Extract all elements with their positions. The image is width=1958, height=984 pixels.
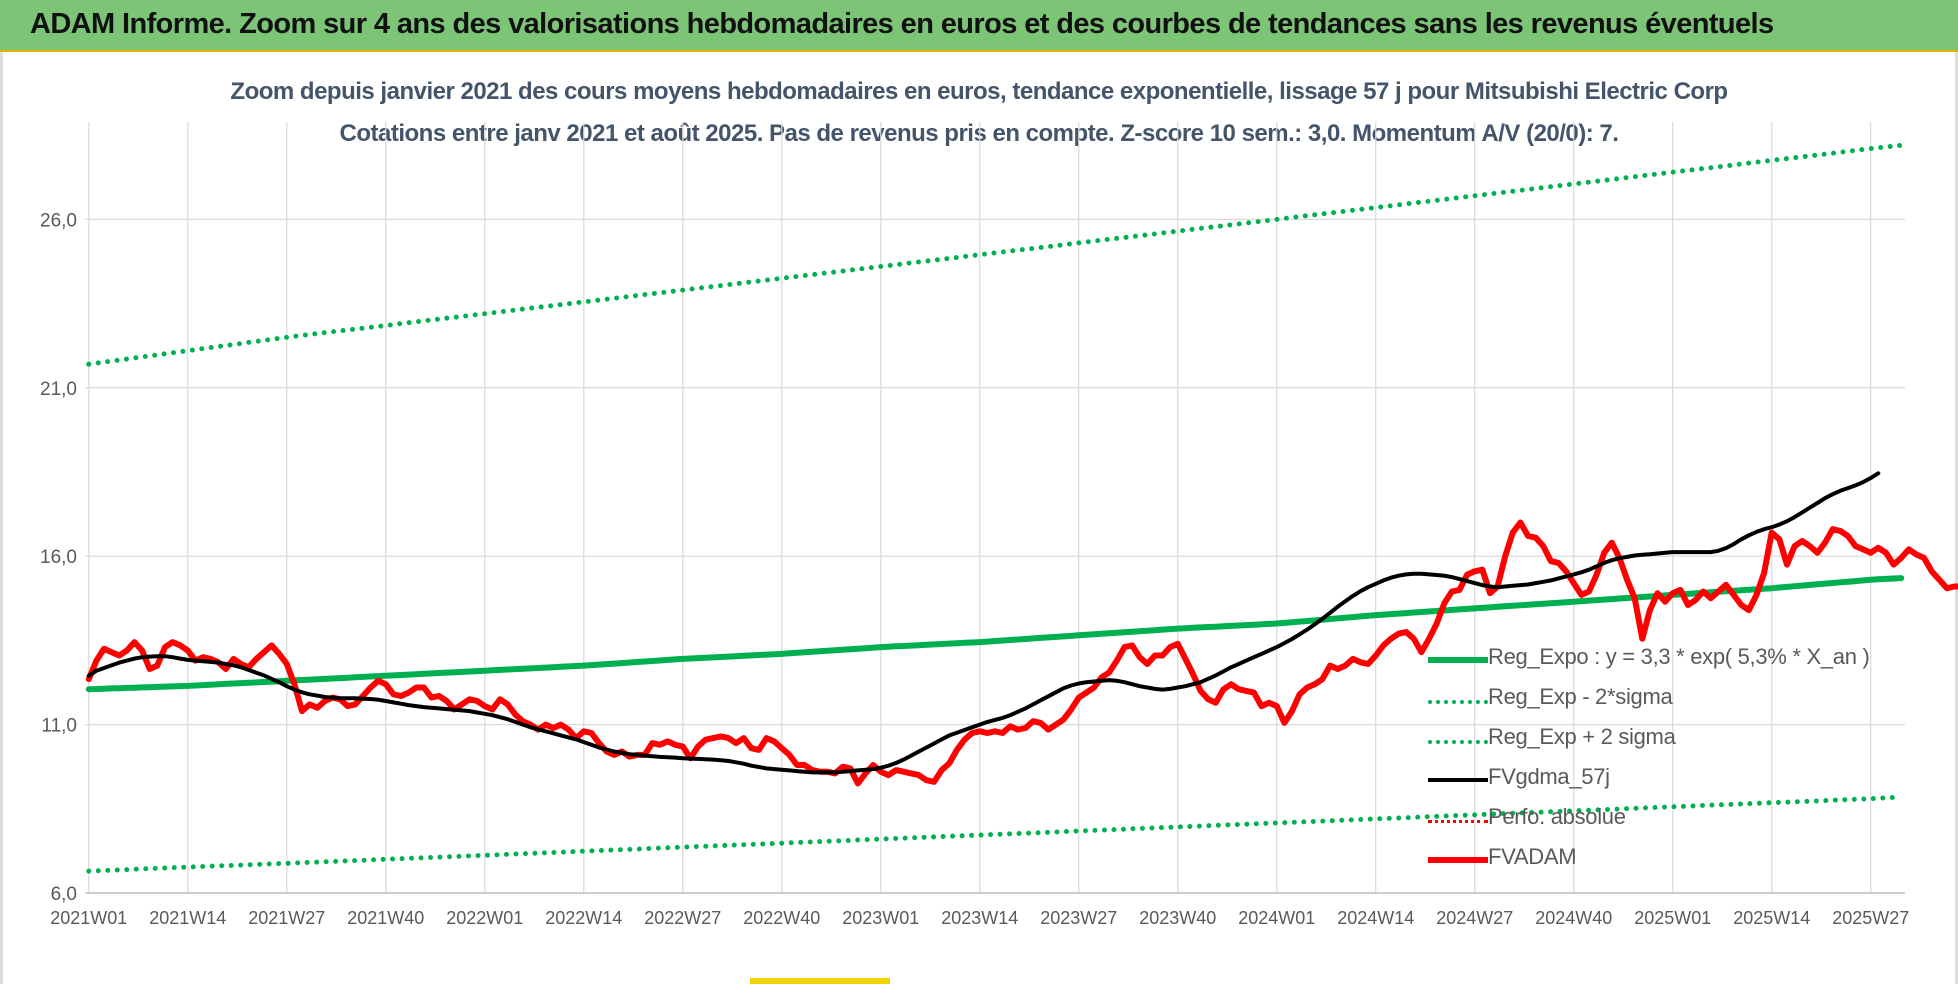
legend-label: Reg_Exp - 2*sigma	[1488, 684, 1673, 709]
x-tick-label: 2024W40	[1535, 908, 1612, 928]
x-tick-label: 2024W01	[1238, 908, 1315, 928]
x-tick-label: 2024W27	[1436, 908, 1513, 928]
x-tick-label: 2023W01	[842, 908, 919, 928]
series-line-reg-expo-y-3-3-exp-5-3-x-an	[85, 575, 1905, 693]
legend-label: Reg_Exp + 2 sigma	[1488, 724, 1676, 749]
series-line-reg-exp-2-sigma	[86, 794, 1904, 874]
series-lines	[85, 142, 1958, 874]
x-tick-label: 2022W40	[743, 908, 820, 928]
x-tick-label: 2025W14	[1733, 908, 1810, 928]
x-tick-label: 2021W40	[347, 908, 424, 928]
legend-swatch	[1428, 857, 1488, 863]
series-line-fvgdma-57j	[86, 471, 1881, 775]
x-tick-label: 2021W01	[50, 908, 127, 928]
legend-label: Reg_Expo : y = 3,3 * exp( 5,3% * X_an )	[1488, 644, 1870, 669]
legend-swatch	[1428, 820, 1488, 823]
y-tick-label: 6,0	[51, 884, 77, 905]
x-tick-label: 2024W14	[1337, 908, 1414, 928]
legend-label: Perfo. absolue	[1488, 804, 1626, 829]
chart-area	[0, 52, 1958, 984]
y-tick-label: 11,0	[41, 716, 77, 737]
bottom-accent-bar	[750, 978, 890, 984]
legend-swatch	[1428, 700, 1488, 704]
report-title: ADAM Informe. Zoom sur 4 ans des valoris…	[30, 8, 1774, 40]
y-tick-label: 21,0	[40, 379, 77, 400]
y-axis-ticks: 6,0 11,0 16,0 21,0 26,0	[40, 210, 77, 905]
x-tick-label: 2023W40	[1139, 908, 1216, 928]
x-axis-ticks: 2021W01 2021W14 2021W27 2021W40 2022W01 2022W…	[50, 908, 1909, 928]
x-tick-label: 2025W27	[1832, 908, 1909, 928]
x-tick-label: 2021W14	[149, 908, 226, 928]
y-tick-label: 26,0	[40, 210, 77, 231]
x-tick-label: 2023W14	[941, 908, 1018, 928]
x-tick-label: 2022W14	[545, 908, 622, 928]
legend-label: FVADAM	[1488, 844, 1577, 869]
legend-label: FVgdma_57j	[1488, 764, 1610, 789]
y-tick-label: 16,0	[40, 547, 77, 568]
legend-swatch	[1428, 778, 1488, 782]
grid-lines	[85, 122, 1905, 894]
x-tick-label: 2023W27	[1040, 908, 1117, 928]
x-tick-label: 2022W27	[644, 908, 721, 928]
legend-swatch	[1428, 740, 1488, 744]
legend-swatch	[1428, 657, 1488, 663]
x-tick-label: 2025W01	[1634, 908, 1711, 928]
x-tick-label: 2022W01	[446, 908, 523, 928]
series-line-fvadam	[85, 519, 1958, 787]
chart-title: Zoom depuis janvier 2021 des cours moyen…	[230, 78, 1728, 105]
series-line-reg-exp-2-sigma	[86, 142, 1904, 367]
header-banner: ADAM Informe. Zoom sur 4 ans des valoris…	[0, 0, 1958, 52]
x-tick-label: 2021W27	[248, 908, 325, 928]
